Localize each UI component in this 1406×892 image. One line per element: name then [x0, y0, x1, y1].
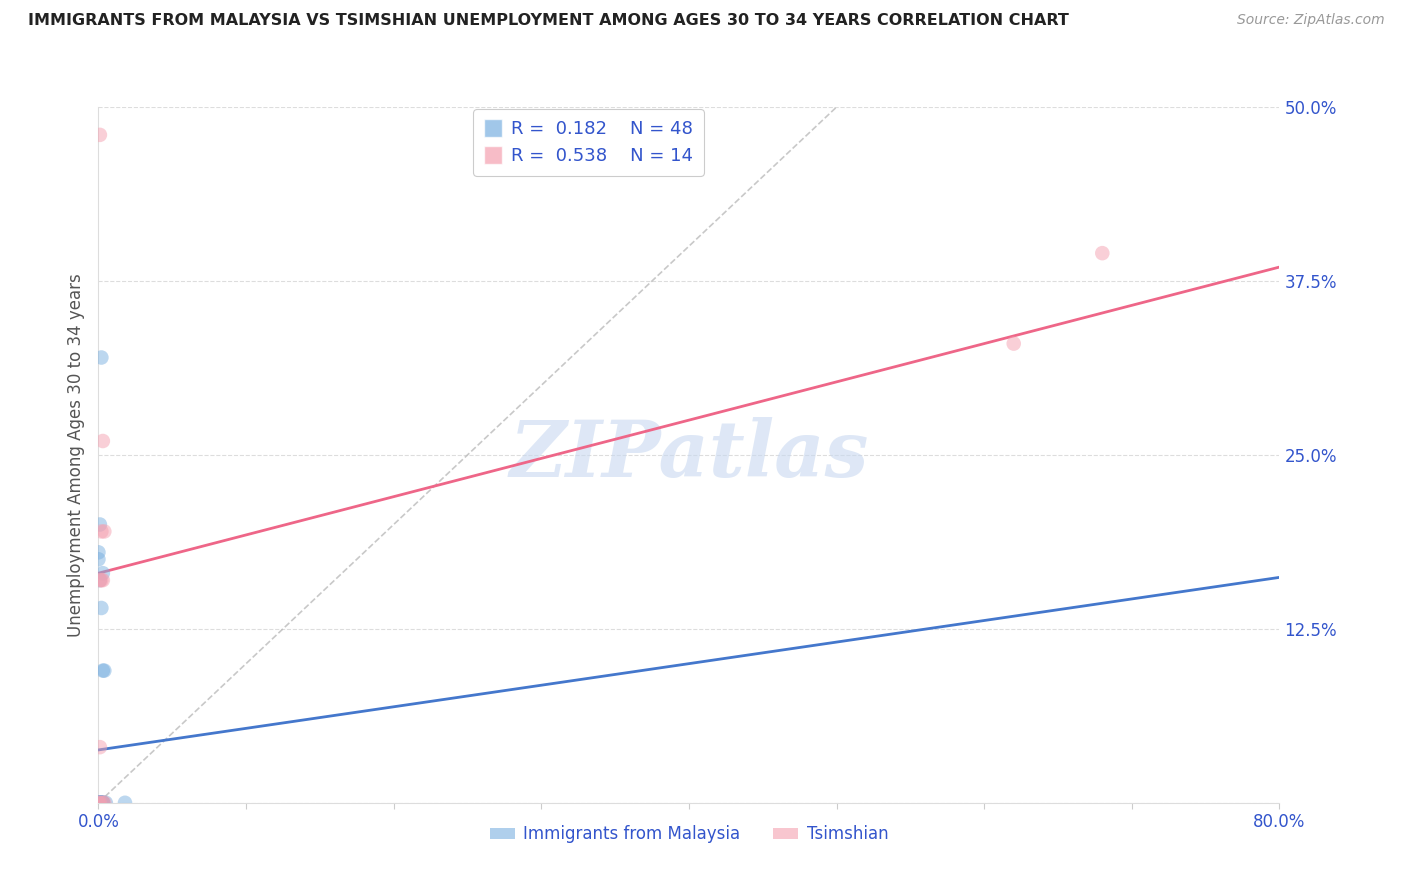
Point [87, 796, 110, 810]
Point [114, 796, 136, 810]
Point [91, 796, 114, 810]
Point [91, 664, 114, 678]
Point [1002, 336, 1025, 351]
Point [87, 796, 110, 810]
Point [87, 796, 110, 810]
Point [90, 796, 112, 810]
Point [87, 796, 110, 810]
Point [89, 796, 111, 810]
Point [93, 796, 115, 810]
Point [87, 796, 110, 810]
Point [90, 796, 112, 810]
Point [91, 796, 114, 810]
Point [87, 796, 110, 810]
Point [91, 434, 114, 448]
Point [90, 796, 112, 810]
Point [87, 796, 110, 810]
Legend: Immigrants from Malaysia, Tsimshian: Immigrants from Malaysia, Tsimshian [482, 819, 896, 850]
Point [87, 796, 110, 810]
Point [89, 796, 111, 810]
Point [90, 351, 112, 365]
Point [87, 796, 110, 810]
Point [90, 796, 112, 810]
Text: ZIPatlas: ZIPatlas [509, 417, 869, 493]
Point [89, 573, 111, 587]
Point [89, 796, 111, 810]
Y-axis label: Unemployment Among Ages 30 to 34 years: Unemployment Among Ages 30 to 34 years [66, 273, 84, 637]
Point [87, 552, 110, 566]
Point [90, 796, 112, 810]
Point [87, 545, 110, 559]
Point [87, 796, 110, 810]
Point [87, 796, 110, 810]
Point [91, 796, 114, 810]
Point [90, 601, 112, 615]
Point [89, 740, 111, 755]
Text: Source: ZipAtlas.com: Source: ZipAtlas.com [1237, 13, 1385, 28]
Point [87, 796, 110, 810]
Point [87, 796, 110, 810]
Point [90, 573, 112, 587]
Point [87, 796, 110, 810]
Point [91, 566, 114, 581]
Point [89, 796, 111, 810]
Point [87, 796, 110, 810]
Point [87, 796, 110, 810]
Point [89, 796, 111, 810]
Point [93, 524, 115, 539]
Point [91, 573, 114, 587]
Point [89, 796, 111, 810]
Point [91, 796, 114, 810]
Point [90, 524, 112, 539]
Point [87, 796, 110, 810]
Point [89, 517, 111, 532]
Point [89, 128, 111, 142]
Point [87, 796, 110, 810]
Point [87, 796, 110, 810]
Point [94, 796, 117, 810]
Point [91, 796, 114, 810]
Point [87, 796, 110, 810]
Point [1091, 246, 1114, 260]
Text: IMMIGRANTS FROM MALAYSIA VS TSIMSHIAN UNEMPLOYMENT AMONG AGES 30 TO 34 YEARS COR: IMMIGRANTS FROM MALAYSIA VS TSIMSHIAN UN… [28, 13, 1069, 29]
Point [93, 664, 115, 678]
Point [89, 573, 111, 587]
Point [87, 796, 110, 810]
Point [89, 796, 111, 810]
Point [89, 796, 111, 810]
Point [87, 796, 110, 810]
